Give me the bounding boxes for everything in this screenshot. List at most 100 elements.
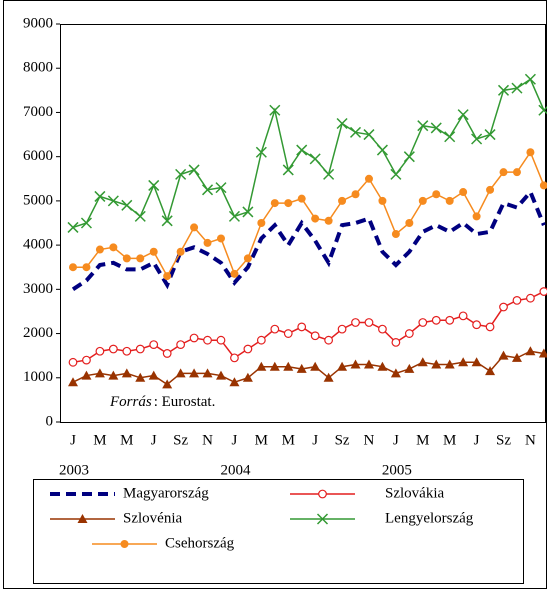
data-point [363,359,374,369]
data-point [203,238,212,247]
x-tick-label: J [232,432,238,448]
legend-frame [33,479,524,584]
data-point [121,368,132,378]
data-point [202,368,213,378]
data-point [255,146,267,158]
legend-label: Csehország [165,535,235,551]
data-point [95,245,104,254]
data-point [458,311,468,321]
data-point [444,359,455,369]
data-point [391,230,400,239]
data-point [161,215,173,227]
data-point [418,196,427,205]
data-point [80,217,92,229]
source-note: Forrás: Eurostat. [109,394,215,410]
x-tick-label: M [443,432,456,448]
y-tick-label: 3000 [23,281,53,297]
data-point [457,109,469,121]
data-point [122,346,132,356]
data-point [431,359,442,369]
data-point [430,122,442,134]
data-point [297,322,307,332]
data-point [432,190,441,199]
year-label: 2005 [382,462,412,478]
data-point [512,168,521,177]
x-tick-label: J [474,432,480,448]
data-point [499,302,508,312]
data-point [215,182,227,194]
x-tick-label: J [70,432,76,448]
data-point [512,295,522,305]
data-point [418,318,428,327]
data-point [323,372,334,382]
data-point [337,361,348,371]
data-point [215,370,226,380]
x-tick-label: M [282,432,295,448]
data-point [82,355,91,365]
year-label: 2003 [59,462,89,478]
data-point [336,117,348,130]
x-tick-label: M [416,432,429,448]
data-point [526,293,535,303]
data-point [417,120,429,132]
y-tick-label: 0 [46,413,54,429]
data-point [242,206,254,218]
data-point [68,377,78,387]
data-point [364,318,374,327]
data-point [216,234,225,243]
legend-label: Szlovákia [385,485,444,501]
data-point [67,221,79,233]
data-point [163,272,172,281]
legend-marker [318,489,327,499]
data-point [485,366,496,376]
data-point [108,344,118,354]
data-point [243,344,253,354]
data-point [269,104,281,116]
data-point [283,329,293,338]
legend-label: Szlovénia [123,510,182,526]
y-tick-label: 9000 [23,15,53,31]
x-tick-label: Sz [173,432,188,448]
data-point [95,346,105,356]
x-tick-label: M [93,432,106,448]
data-point [471,357,482,367]
data-point [188,164,200,176]
y-tick-label: 6000 [23,148,53,164]
data-point [486,185,495,194]
data-point [351,318,360,327]
data-point [256,335,266,345]
data-point [121,199,133,211]
data-point [539,287,547,296]
data-point [81,370,92,380]
data-point [296,363,307,373]
x-tick-label: J [312,432,318,448]
data-point [230,269,239,278]
data-point [68,357,78,367]
data-point [310,361,321,371]
y-tick-label: 8000 [23,60,53,76]
data-point [378,324,387,334]
data-point [526,148,535,157]
data-point [539,181,547,190]
year-label: 2004 [220,462,251,478]
data-point [459,188,468,197]
y-tick-label: 1000 [23,369,53,385]
plot-frame [60,24,546,423]
data-point [190,223,199,232]
data-point [524,73,536,85]
data-point [94,368,105,378]
data-point [351,190,360,199]
series-line [72,78,545,229]
data-point [324,335,334,345]
data-point [282,164,294,176]
data-point [203,335,212,345]
data-point [69,263,77,272]
data-point [323,168,335,180]
data-point [525,346,536,356]
data-point [149,340,159,350]
data-point [202,184,214,196]
data-point [136,254,145,263]
data-point [216,335,226,345]
